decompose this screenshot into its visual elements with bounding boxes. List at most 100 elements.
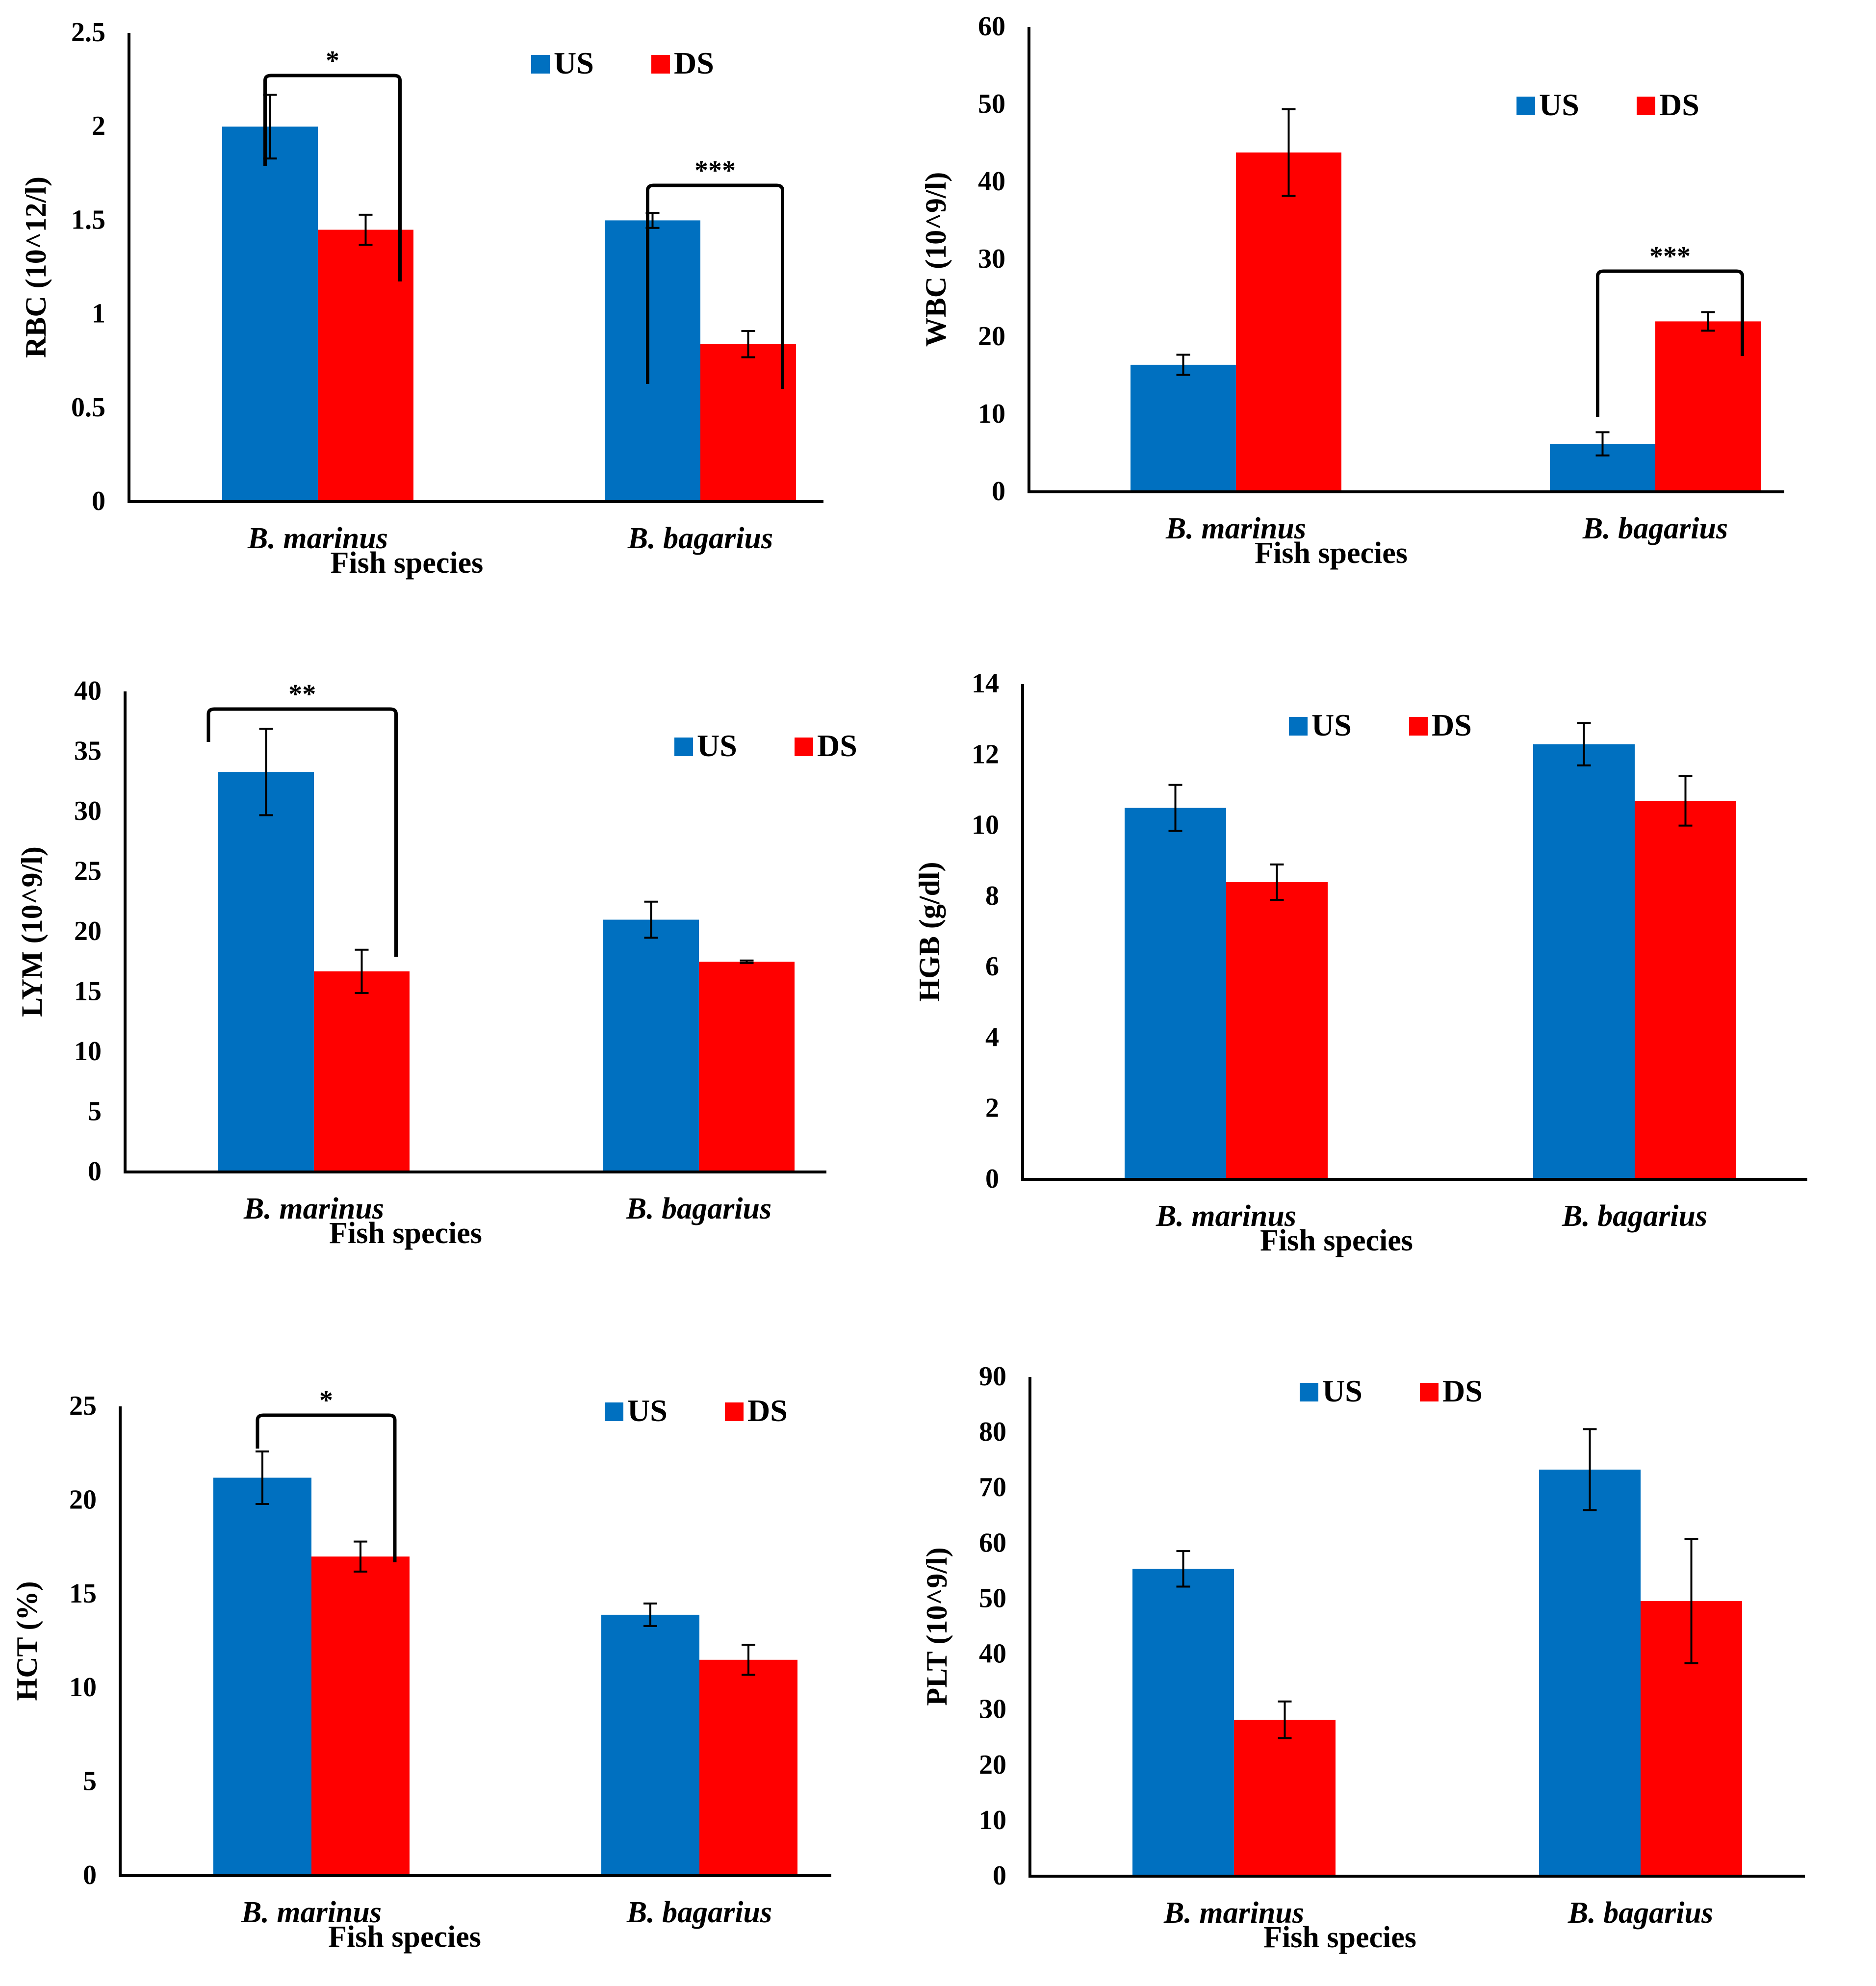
y-tick-label: 40 [978, 166, 1005, 197]
legend-swatch-us [1289, 717, 1308, 736]
y-tick-label: 20 [979, 1750, 1006, 1780]
y-axis-title: HGB (g/dl) [913, 862, 946, 1001]
y-tick-label: 20 [978, 321, 1005, 352]
legend-swatch-ds [651, 55, 670, 74]
category-label: B. marinus [1156, 1199, 1296, 1233]
significance-label: * [326, 46, 339, 76]
legend-label-us: US [627, 1393, 668, 1428]
significance-bracket [1596, 269, 1744, 417]
y-tick-label: 0 [83, 1860, 97, 1890]
legend-label-ds: DS [1442, 1374, 1483, 1408]
y-tick-label: 80 [979, 1417, 1006, 1447]
bar-wbc-ds-bagarius [1655, 321, 1761, 492]
bar-hct-us-marinus [213, 1477, 311, 1876]
y-tick-label: 1.5 [71, 204, 105, 235]
y-tick-label: 60 [978, 11, 1005, 42]
legend: US DS [531, 46, 714, 80]
legend-label-ds: DS [817, 728, 857, 763]
legend-label-ds: DS [1659, 87, 1699, 122]
bar-lym-us-bagarius [603, 919, 699, 1172]
y-tick-label: 4 [985, 1022, 999, 1052]
category-label: B. marinus [243, 1192, 384, 1225]
bar-hgb-us-marinus [1125, 808, 1226, 1179]
y-tick-label: 0 [992, 476, 1005, 507]
legend-swatch-ds [1409, 717, 1428, 736]
bar-lym-ds-marinus [314, 971, 410, 1172]
legend-label-ds: DS [674, 46, 714, 80]
legend-label-us: US [1539, 87, 1579, 122]
legend-swatch-us [1300, 1383, 1318, 1401]
bar-hgb-us-bagarius [1533, 744, 1635, 1179]
category-label: B. marinus [1165, 512, 1306, 545]
legend: US DS [1300, 1374, 1483, 1408]
legend-label-us: US [1322, 1374, 1362, 1408]
y-tick-label: 10 [69, 1672, 97, 1703]
x-axis-title: Fish species [1255, 536, 1408, 570]
category-label: B. bagarius [626, 1896, 772, 1929]
category-label: B. marinus [247, 522, 388, 555]
y-tick-label: 0.5 [71, 392, 105, 423]
y-tick-label: 2.5 [71, 17, 105, 48]
y-tick-label: 10 [979, 1805, 1006, 1835]
legend: US DS [674, 728, 857, 763]
y-tick-label: 8 [985, 881, 999, 911]
y-tick-label: 0 [92, 486, 105, 516]
bar-rbc-ds-bagarius [700, 344, 796, 502]
bar-hgb-ds-marinus [1226, 882, 1328, 1179]
legend-label-ds: DS [1432, 708, 1472, 742]
legend: US DS [1289, 708, 1472, 742]
chart-hgb: 0 2 4 6 8 10 12 14 B. marinus B. bagarius Fish spe… [913, 668, 1807, 1257]
bar-rbc-ds-marinus [318, 229, 413, 502]
bar-hct-ds-marinus [311, 1556, 410, 1876]
bar-rbc-us-bagarius [605, 220, 700, 502]
y-tick-label: 0 [985, 1164, 999, 1194]
y-tick-label: 60 [979, 1528, 1006, 1558]
y-tick-label: 10 [978, 399, 1005, 429]
x-axis-title: Fish species [329, 1217, 482, 1250]
bar-rbc-us-marinus [222, 127, 318, 502]
bar-hct-us-bagarius [601, 1614, 699, 1876]
chart-rbc: 0 0.5 1 1.5 2 2.5 B. marinus B. bagarius Fish sp… [20, 17, 823, 580]
y-tick-label: 2 [92, 111, 105, 141]
y-axis-title: WBC (10^9/l) [920, 172, 952, 347]
y-axis-title: RBC (10^12/l) [20, 177, 52, 358]
category-label: B. marinus [241, 1896, 382, 1929]
legend-label-us: US [1311, 708, 1352, 742]
y-tick-label: 35 [74, 736, 102, 766]
y-tick-label: 10 [972, 810, 999, 840]
y-tick-label: 5 [83, 1766, 97, 1797]
y-tick-label: 10 [74, 1036, 102, 1067]
x-axis-title: Fish species [1260, 1224, 1413, 1257]
legend: US DS [1516, 87, 1699, 122]
y-tick-label: 1 [92, 299, 105, 329]
y-tick-label: 70 [979, 1472, 1006, 1502]
bar-hct-ds-bagarius [699, 1659, 797, 1876]
bar-wbc-ds-marinus [1236, 152, 1341, 492]
significance-label: ** [288, 679, 316, 710]
chart-lym: 0 5 10 15 20 25 30 35 40 B. marinus B. bagarius Fis… [16, 676, 857, 1250]
y-tick-label: 20 [69, 1484, 97, 1515]
y-tick-label: 5 [88, 1096, 102, 1127]
chart-plt: 0 10 20 30 40 50 60 70 80 90 B. marinus B. bagarius… [921, 1361, 1805, 1954]
legend-label-us: US [697, 728, 737, 763]
significance-label: *** [1649, 241, 1691, 272]
y-axis-title: LYM (10^9/l) [16, 846, 48, 1017]
y-tick-label: 14 [972, 668, 999, 699]
y-tick-label: 15 [69, 1579, 97, 1609]
y-tick-label: 40 [74, 676, 102, 706]
legend-label-ds: DS [747, 1393, 788, 1428]
category-label: B. marinus [1163, 1896, 1304, 1930]
legend-swatch-us [605, 1402, 623, 1421]
chart-wbc: 0 10 20 30 40 50 60 B. marinus B. bagarius Fish s… [920, 11, 1784, 570]
y-tick-label: 25 [69, 1391, 97, 1421]
y-tick-label: 50 [978, 89, 1005, 119]
y-tick-label: 2 [985, 1093, 999, 1123]
legend-swatch-ds [725, 1402, 744, 1421]
bar-wbc-us-marinus [1131, 364, 1236, 492]
category-label: B. bagarius [1582, 512, 1728, 545]
bar-plt-ds-marinus [1234, 1720, 1336, 1876]
category-label: B. bagarius [1568, 1896, 1713, 1930]
bar-lym-us-marinus [218, 772, 314, 1172]
legend-swatch-us [1516, 97, 1535, 115]
